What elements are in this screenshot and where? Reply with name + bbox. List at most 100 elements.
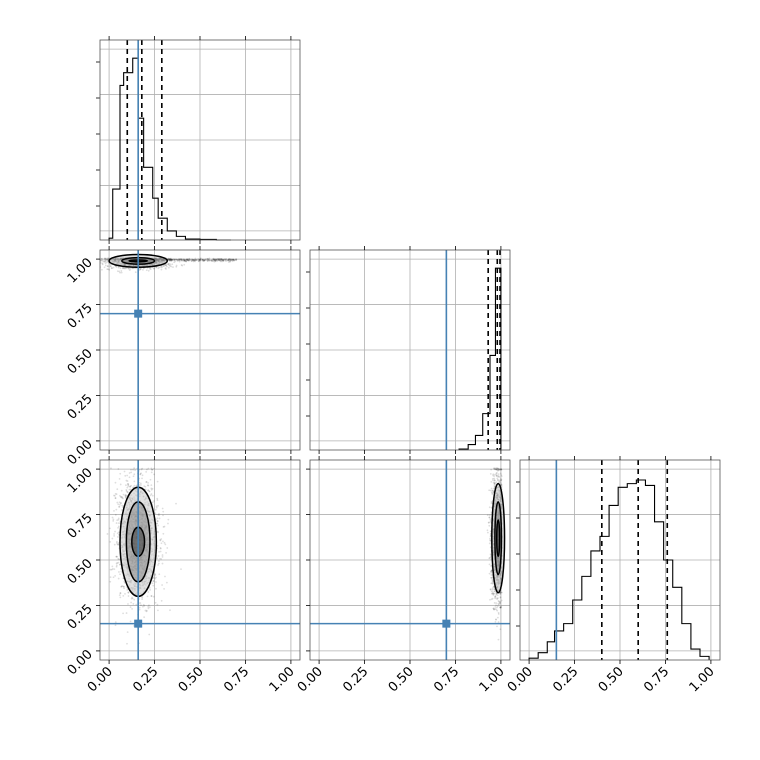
sample-point — [490, 570, 492, 573]
sample-point — [497, 613, 500, 615]
sample-point — [220, 258, 223, 261]
sample-point — [126, 482, 129, 485]
sample-point — [180, 264, 183, 266]
sample-point — [490, 576, 493, 579]
sample-point — [490, 468, 493, 471]
sample-point — [120, 570, 123, 573]
sample-point — [125, 612, 128, 614]
sample-point — [188, 258, 191, 260]
sample-point — [491, 493, 494, 496]
sample-point — [115, 540, 118, 543]
sample-point — [492, 607, 495, 610]
sample-point — [151, 468, 153, 471]
sample-point — [229, 258, 232, 260]
sample-point — [170, 260, 173, 263]
sample-point — [161, 562, 164, 565]
sample-point — [111, 516, 114, 519]
sample-point — [489, 537, 491, 540]
sample-point — [186, 258, 189, 261]
sample-point — [115, 564, 118, 567]
sample-point — [178, 259, 180, 262]
sample-point — [185, 258, 188, 261]
sample-point — [132, 603, 135, 605]
sample-point — [125, 479, 128, 482]
sample-point — [168, 264, 171, 267]
sample-point — [180, 258, 183, 261]
sample-point — [169, 257, 172, 260]
sample-point — [121, 266, 124, 269]
sample-point — [114, 574, 117, 577]
sample-point — [116, 501, 119, 504]
sample-point — [492, 592, 494, 595]
sample-point — [119, 563, 122, 566]
sample-point — [119, 592, 122, 595]
sample-point — [125, 490, 128, 492]
sample-point — [219, 259, 222, 262]
sample-point — [121, 496, 123, 499]
sample-point — [157, 609, 159, 612]
sample-point — [157, 513, 160, 516]
sample-point — [494, 621, 497, 623]
sample-point — [114, 530, 116, 533]
sample-point — [118, 477, 121, 480]
sample-point — [124, 496, 127, 498]
sample-point — [119, 472, 122, 475]
sample-point — [224, 258, 227, 261]
sample-point — [186, 259, 189, 261]
sample-point — [218, 258, 221, 261]
sample-point — [156, 499, 159, 502]
sample-point — [496, 598, 499, 601]
sample-point — [231, 259, 234, 262]
sample-point — [497, 602, 500, 605]
sample-point — [163, 525, 166, 528]
sample-point — [154, 512, 157, 515]
sample-point — [156, 517, 159, 520]
sample-point — [225, 257, 228, 260]
sample-point — [106, 260, 109, 263]
sample-point — [497, 467, 499, 470]
sample-point — [215, 259, 218, 261]
sample-point — [147, 467, 150, 470]
grid-layer — [100, 40, 720, 660]
sample-point — [154, 508, 157, 511]
sample-point — [153, 473, 155, 476]
sample-point — [126, 491, 129, 493]
sample-point — [183, 259, 186, 262]
sample-point — [116, 555, 119, 558]
sample-point — [156, 520, 159, 522]
sample-point — [227, 259, 229, 262]
sample-point — [162, 510, 165, 513]
sample-point — [162, 514, 164, 517]
sample-point — [186, 258, 189, 261]
sample-point — [194, 260, 197, 263]
sample-point — [497, 478, 499, 481]
sample-point — [493, 592, 495, 595]
sample-point — [186, 259, 189, 262]
sample-point — [492, 473, 495, 476]
sample-point — [152, 577, 155, 580]
sample-point — [157, 564, 159, 566]
sample-point — [491, 580, 494, 583]
sample-point — [492, 582, 494, 585]
sample-point — [122, 493, 125, 496]
sample-point — [167, 259, 170, 262]
sample-point — [165, 581, 168, 584]
sample-point — [500, 468, 503, 471]
sample-point — [221, 258, 224, 261]
sample-point — [110, 568, 113, 571]
sample-point — [138, 606, 141, 609]
sample-point — [103, 257, 106, 260]
sample-point — [175, 264, 178, 267]
sample-point — [220, 260, 222, 263]
sample-point — [227, 258, 230, 260]
sample-point — [103, 257, 106, 260]
sample-point — [181, 259, 183, 262]
sample-point — [107, 257, 110, 260]
sample-point — [495, 481, 498, 484]
sample-point — [164, 267, 167, 270]
sample-point — [235, 259, 238, 262]
sample-point — [139, 473, 142, 476]
sample-point — [123, 580, 126, 583]
sample-point — [116, 562, 119, 564]
sample-point — [495, 608, 498, 611]
